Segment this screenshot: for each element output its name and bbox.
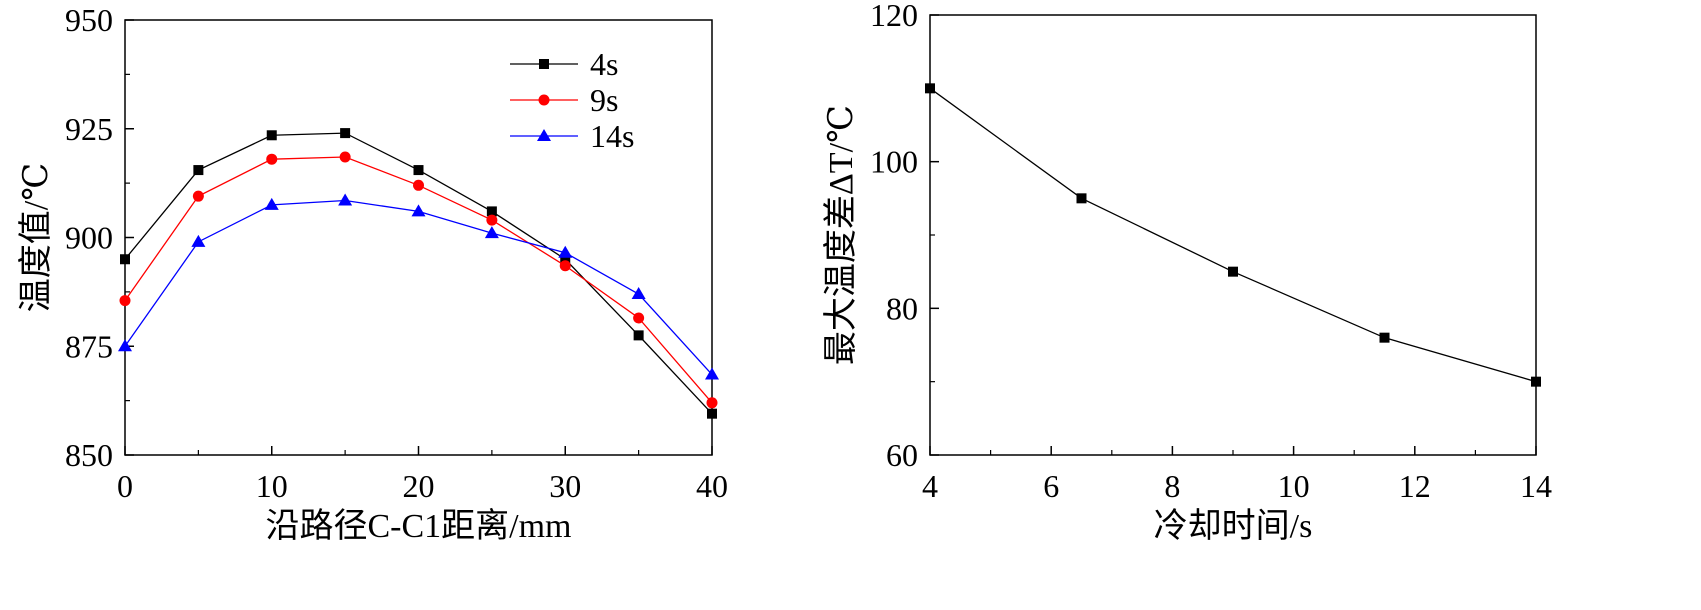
y-tick-label: 80 <box>886 290 918 326</box>
data-point <box>340 128 351 139</box>
data-point <box>1531 376 1541 387</box>
data-point <box>486 206 497 217</box>
y-tick-label: 950 <box>65 2 113 38</box>
x-axis-title: 冷却时间/s <box>1154 507 1313 545</box>
x-axis-title: 沿路径C-C1距离/mm <box>265 507 571 545</box>
max-temperature-difference-chart: 4 6 8 10 12 14 60 80 100 120 冷却时间/s 最大温度差ΔT/℃ <box>822 0 1552 545</box>
data-point <box>1076 193 1087 204</box>
y-tick-label: 100 <box>870 144 918 180</box>
legend-label: 4s <box>590 46 618 82</box>
data-point <box>266 153 278 165</box>
data-point <box>1228 266 1238 277</box>
legend-label: 14s <box>590 118 634 154</box>
data-point <box>486 214 498 226</box>
data-point <box>339 151 351 163</box>
data-point <box>707 408 717 419</box>
data-point <box>925 83 935 94</box>
series-line <box>124 156 713 404</box>
x-tick-label: 20 <box>403 468 435 504</box>
series-line <box>124 199 713 375</box>
data-point <box>119 295 131 307</box>
data-point <box>192 190 204 202</box>
x-tick-label: 14 <box>1520 468 1552 504</box>
data-point <box>558 245 573 258</box>
legend-label: 9s <box>590 82 618 118</box>
x-tick-label: 40 <box>696 468 728 504</box>
data-point <box>1379 332 1390 343</box>
data-point <box>705 367 719 380</box>
series-line <box>124 132 713 415</box>
series-line <box>929 87 1537 383</box>
data-point <box>191 234 206 247</box>
data-point <box>560 254 571 265</box>
data-point <box>266 130 277 141</box>
data-point <box>118 339 132 352</box>
data-point <box>338 193 353 206</box>
y-tick-label: 120 <box>870 0 918 33</box>
x-tick-label: 10 <box>256 468 288 504</box>
x-tick-label: 10 <box>1278 468 1310 504</box>
x-tick-label: 8 <box>1164 468 1180 504</box>
x-tick-label: 4 <box>922 468 938 504</box>
data-point <box>631 287 646 300</box>
x-tick-label: 0 <box>117 468 133 504</box>
legend-marker <box>537 129 551 141</box>
y-tick-label: 925 <box>65 111 113 147</box>
x-tick-label: 6 <box>1043 468 1059 504</box>
data-point <box>706 397 718 409</box>
data-point <box>120 254 130 265</box>
data-point <box>484 226 499 239</box>
legend-marker <box>539 59 549 69</box>
data-point <box>633 330 644 341</box>
data-point <box>264 197 279 210</box>
legend-marker <box>538 94 550 106</box>
y-tick-label: 900 <box>65 220 113 256</box>
data-point <box>413 179 424 191</box>
plot-frame <box>124 19 713 456</box>
y-axis-title: 温度值/℃ <box>17 163 55 312</box>
x-tick-label: 30 <box>549 468 581 504</box>
x-tick-label: 12 <box>1399 468 1431 504</box>
y-axis-title: 最大温度差ΔT/℃ <box>822 105 860 365</box>
data-point <box>413 165 424 176</box>
data-point <box>193 165 204 176</box>
plot-frame <box>929 14 1537 456</box>
data-point <box>633 312 645 324</box>
y-tick-label: 850 <box>65 437 113 473</box>
data-point <box>411 204 426 217</box>
temperature-path-chart: 0 10 20 30 40 850 875 900 925 950 沿路径C-C1距离/mm 温度值/… <box>17 2 728 545</box>
data-point <box>559 260 571 272</box>
y-tick-label: 875 <box>65 328 113 364</box>
y-tick-label: 60 <box>886 437 918 473</box>
